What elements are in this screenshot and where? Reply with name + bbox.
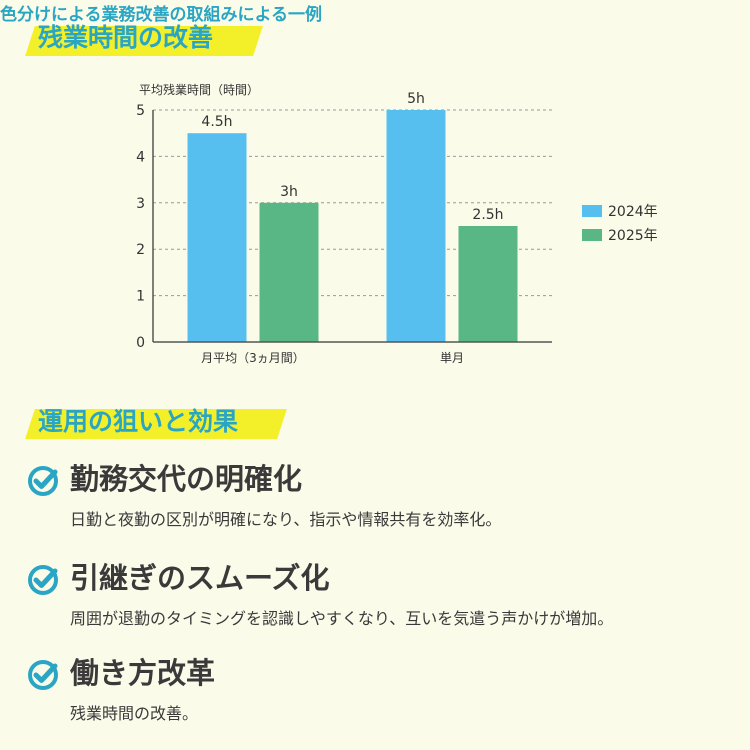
section-title: 運用の狙いと効果: [38, 407, 239, 436]
item-title: 勤務交代の明確化: [70, 462, 303, 496]
section-title: 残業時間の改善: [38, 23, 214, 52]
y-tick-label: 1: [136, 289, 145, 305]
item-title: 働き方改革: [70, 656, 216, 690]
legend-label: 2025年: [608, 228, 658, 244]
data-label: 4.5h: [201, 114, 232, 130]
check-circle-icon: [28, 565, 58, 595]
item-title: 引継ぎのスムーズ化: [70, 561, 330, 595]
item-description: 残業時間の改善。: [70, 704, 199, 723]
legend-swatch: [582, 205, 602, 217]
bar: [187, 133, 247, 342]
check-circle-icon: [28, 660, 58, 690]
y-tick-label: 4: [136, 149, 145, 165]
bar-chart: 4.5h 3h 5h 2.5h 平均残業時間（時間） 0 1 2 3 4 5 月平均（3ヵ月間） 単月…: [136, 83, 658, 365]
y-tick-label: 2: [136, 242, 145, 258]
check-circle-icon: [28, 466, 58, 496]
x-tick-label: 月平均（3ヵ月間）: [201, 351, 305, 365]
legend-label: 2024年: [608, 204, 658, 220]
bar: [458, 226, 518, 342]
legend-swatch: [582, 229, 602, 241]
y-axis-label: 平均残業時間（時間）: [139, 83, 259, 97]
item-description: 日勤と夜勤の区別が明確になり、指示や情報共有を効率化。: [70, 510, 502, 529]
data-label: 3h: [280, 184, 298, 200]
bar: [259, 202, 319, 342]
legend: 2024年 2025年: [582, 204, 658, 244]
bars: 4.5h 3h 5h 2.5h: [187, 91, 518, 342]
item-description: 周囲が退勤のタイミングを認識しやすくなり、互いを気遣う声かけが増加。: [70, 609, 614, 628]
y-tick-label: 0: [136, 335, 145, 351]
data-label: 5h: [407, 91, 425, 107]
data-label: 2.5h: [472, 207, 503, 223]
y-tick-label: 5: [136, 103, 145, 119]
x-tick-label: 単月: [440, 351, 464, 365]
bar: [386, 110, 446, 342]
section-subtitle: 色分けによる業務改善の取組みによる一例: [0, 5, 322, 25]
axes: 平均残業時間（時間） 0 1 2 3 4 5 月平均（3ヵ月間） 単月: [136, 83, 552, 365]
y-tick-label: 3: [136, 196, 145, 212]
